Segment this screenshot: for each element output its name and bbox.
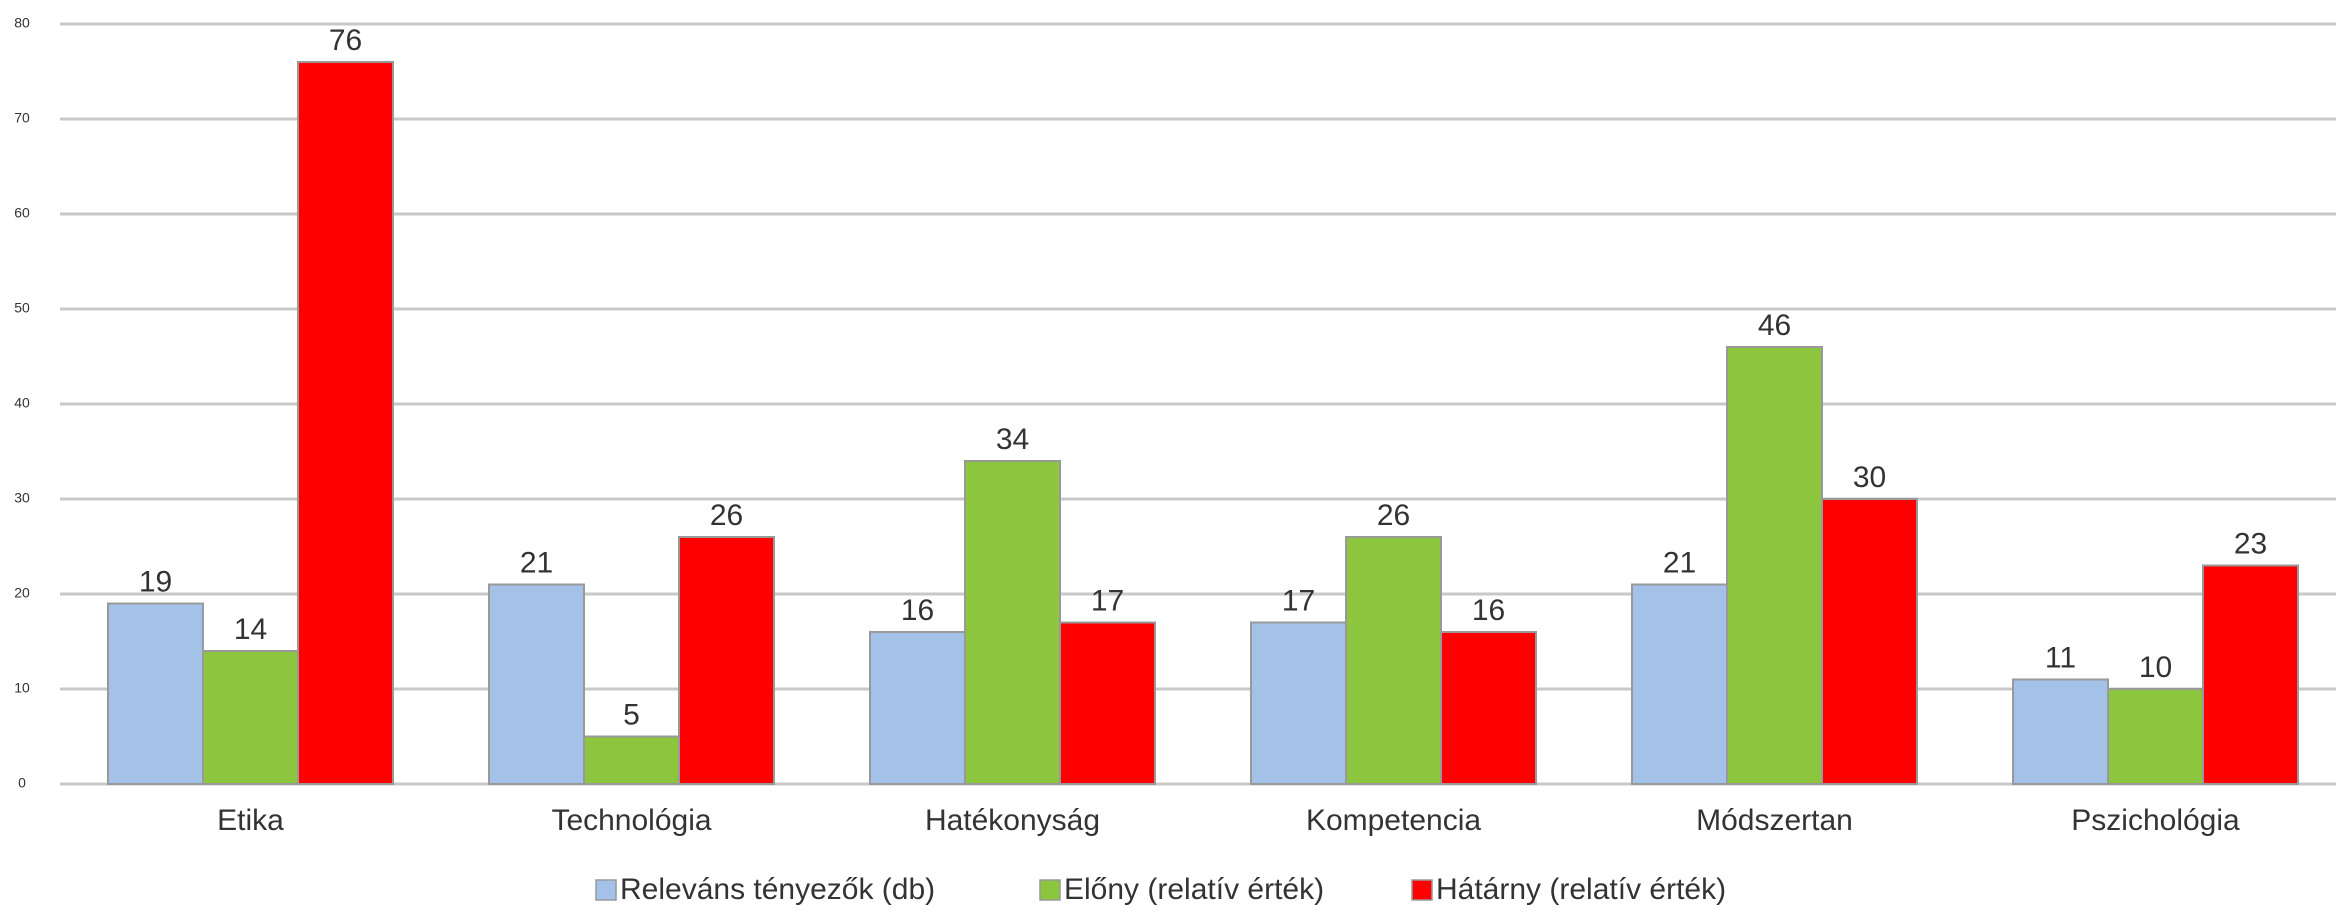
x-tick-label: Etika <box>217 804 284 837</box>
data-label: 5 <box>623 698 640 731</box>
data-label: 23 <box>2234 527 2267 560</box>
bar <box>1821 498 1918 785</box>
bar <box>1440 631 1537 785</box>
data-label: 19 <box>139 565 172 598</box>
y-tick-label: 10 <box>14 680 30 696</box>
x-tick-label: Hatékonyság <box>925 804 1100 837</box>
bar <box>1726 346 1823 785</box>
bar <box>1631 583 1728 785</box>
y-tick-label: 50 <box>14 300 30 316</box>
data-label: 16 <box>901 594 934 627</box>
bar <box>869 631 966 785</box>
bar <box>583 735 680 785</box>
legend-swatch <box>595 879 617 901</box>
data-label: 21 <box>1663 546 1696 579</box>
bar <box>1345 536 1442 785</box>
data-label: 34 <box>996 423 1029 456</box>
y-tick-label: 80 <box>14 15 30 31</box>
bar <box>1250 621 1347 785</box>
legend-swatch <box>1039 879 1061 901</box>
data-label: 30 <box>1853 461 1886 494</box>
legend-label: Hátárny (relatív érték) <box>1436 873 1726 906</box>
data-label: 17 <box>1282 584 1315 617</box>
y-tick-label: 70 <box>14 110 30 126</box>
bar <box>2107 688 2204 785</box>
data-label: 46 <box>1758 309 1791 342</box>
bar <box>107 602 204 785</box>
data-label: 26 <box>710 499 743 532</box>
legend-label: Releváns tényezők (db) <box>620 873 935 906</box>
data-label: 21 <box>520 546 553 579</box>
bar <box>202 650 299 785</box>
y-tick-label: 30 <box>14 490 30 506</box>
data-label: 76 <box>329 24 362 57</box>
data-label: 11 <box>2045 641 2076 674</box>
data-label: 26 <box>1377 499 1410 532</box>
bar <box>678 536 775 785</box>
bar <box>2202 564 2299 785</box>
bar <box>2012 678 2109 785</box>
data-label: 17 <box>1091 584 1124 617</box>
data-label: 10 <box>2139 651 2172 684</box>
x-tick-label: Pszichológia <box>2071 804 2240 837</box>
y-tick-label: 40 <box>14 395 30 411</box>
data-label: 16 <box>1472 594 1505 627</box>
bar <box>964 460 1061 785</box>
y-tick-label: 0 <box>18 775 26 791</box>
y-tick-label: 20 <box>14 585 30 601</box>
x-tick-label: Kompetencia <box>1306 804 1481 837</box>
legend-label: Előny (relatív érték) <box>1064 873 1324 906</box>
data-label: 14 <box>234 613 267 646</box>
bar <box>1059 621 1156 785</box>
y-tick-label: 60 <box>14 205 30 221</box>
x-tick-label: Technológia <box>551 804 711 837</box>
bar <box>297 61 394 785</box>
x-tick-label: Módszertan <box>1696 804 1853 837</box>
legend-swatch <box>1411 879 1433 901</box>
bar <box>488 583 585 785</box>
